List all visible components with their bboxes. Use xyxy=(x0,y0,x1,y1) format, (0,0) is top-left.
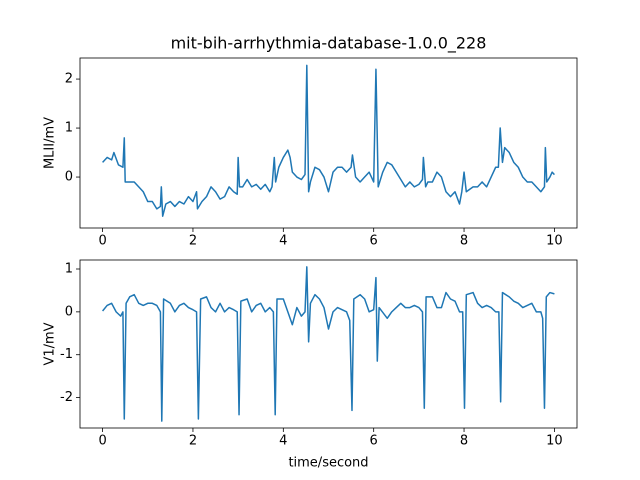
x-tick-label: 0 xyxy=(98,234,106,249)
x-tick-label: 10 xyxy=(546,434,563,449)
x-tick-label: 2 xyxy=(189,434,197,449)
signal-line xyxy=(102,64,555,217)
x-tick-label: 2 xyxy=(189,234,197,249)
x-tick-label: 10 xyxy=(546,234,563,249)
axes-frame xyxy=(79,57,578,229)
x-tick-label: 8 xyxy=(460,234,468,249)
y-axis-label: MLII/mV xyxy=(43,117,58,169)
x-tick-label: 6 xyxy=(370,234,378,249)
x-tick-label: 8 xyxy=(460,434,468,449)
y-tick-label: -2 xyxy=(60,390,73,405)
x-axis-label: time/second xyxy=(288,456,368,471)
y-tick-label: 0 xyxy=(65,170,73,185)
y-tick-label: 0 xyxy=(65,304,73,319)
y-tick-label: 1 xyxy=(65,262,73,277)
x-tick-label: 0 xyxy=(98,434,106,449)
axes-frame xyxy=(79,259,578,429)
y-axis-label: V1/mV xyxy=(43,322,58,365)
signal-line xyxy=(102,266,555,422)
y-tick-label: 2 xyxy=(65,72,73,87)
x-tick-label: 4 xyxy=(279,434,287,449)
x-tick-label: 4 xyxy=(279,234,287,249)
y-tick-label: 1 xyxy=(65,121,73,136)
x-tick-label: 6 xyxy=(370,434,378,449)
y-tick-label: -1 xyxy=(60,347,73,362)
chart-title: mit-bih-arrhythmia-database-1.0.0_228 xyxy=(171,34,487,54)
